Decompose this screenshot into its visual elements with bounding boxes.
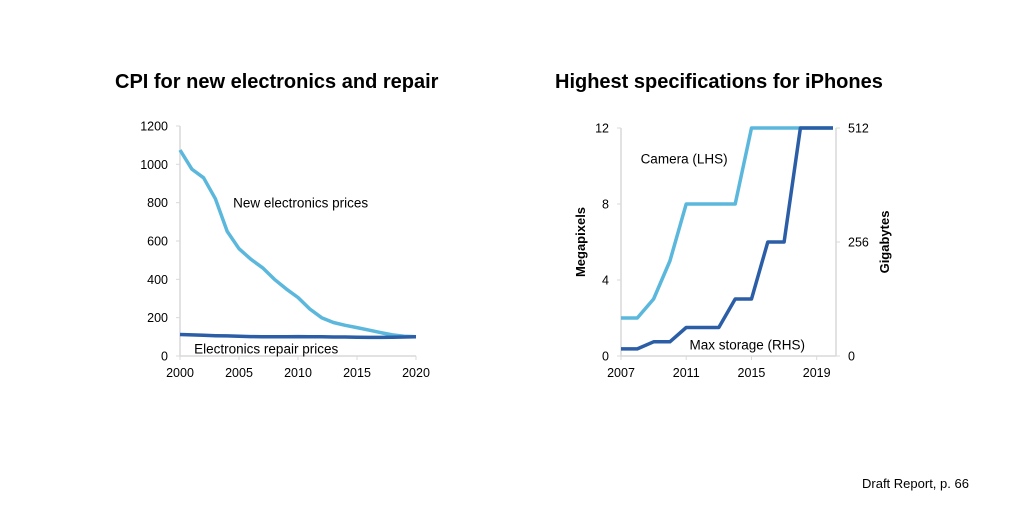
right-chart-right-y-tick-label: 512 xyxy=(848,122,869,136)
max-storage-annotation: Max storage (RHS) xyxy=(689,338,805,353)
footer-page-reference: Draft Report, p. 66 xyxy=(862,476,969,491)
gigabytes-axis-title: Gigabytes xyxy=(877,211,892,274)
right-x-tick-label: 2007 xyxy=(607,366,635,380)
right-chart-right-y-tick-label: 0 xyxy=(848,350,855,364)
left-y-tick-label: 400 xyxy=(147,273,168,287)
left-chart-title: CPI for new electronics and repair xyxy=(115,71,439,93)
repair-prices-annotation: Electronics repair prices xyxy=(194,341,338,356)
right-chart-left-y-tick-label: 4 xyxy=(602,274,609,288)
right-x-tick-label: 2015 xyxy=(738,366,766,380)
right-chart-left-y-tick-label: 12 xyxy=(595,122,609,136)
left-y-tick-label: 600 xyxy=(147,235,168,249)
right-chart-left-y-tick-label: 8 xyxy=(602,198,609,212)
left-y-tick-label: 0 xyxy=(161,350,168,364)
max-storage-line xyxy=(621,126,833,351)
right-chart-right-y-tick-label: 256 xyxy=(848,236,869,250)
left-y-tick-label: 1200 xyxy=(140,120,168,134)
left-x-tick-label: 2000 xyxy=(166,366,194,380)
left-x-tick-label: 2015 xyxy=(343,366,371,380)
left-y-tick-label: 800 xyxy=(147,196,168,210)
new-electronics-prices-line xyxy=(178,149,417,339)
camera-annotation: Camera (LHS) xyxy=(641,151,728,166)
left-y-tick-label: 1000 xyxy=(140,158,168,172)
electronics-repair-prices-line xyxy=(179,332,417,340)
new-electronics-annotation: New electronics prices xyxy=(233,196,368,211)
left-y-tick-label: 200 xyxy=(147,311,168,325)
right-chart-title: Highest specifications for iPhones xyxy=(555,71,883,93)
left-x-tick-label: 2005 xyxy=(225,366,253,380)
camera-megapixels-line xyxy=(621,126,833,320)
right-chart-left-y-tick-label: 0 xyxy=(602,350,609,364)
right-x-tick-label: 2011 xyxy=(673,366,700,380)
right-x-tick-label: 2019 xyxy=(803,366,831,380)
megapixels-axis-title: Megapixels xyxy=(573,207,588,277)
left-x-tick-label: 2010 xyxy=(284,366,312,380)
left-x-tick-label: 2020 xyxy=(402,366,430,380)
